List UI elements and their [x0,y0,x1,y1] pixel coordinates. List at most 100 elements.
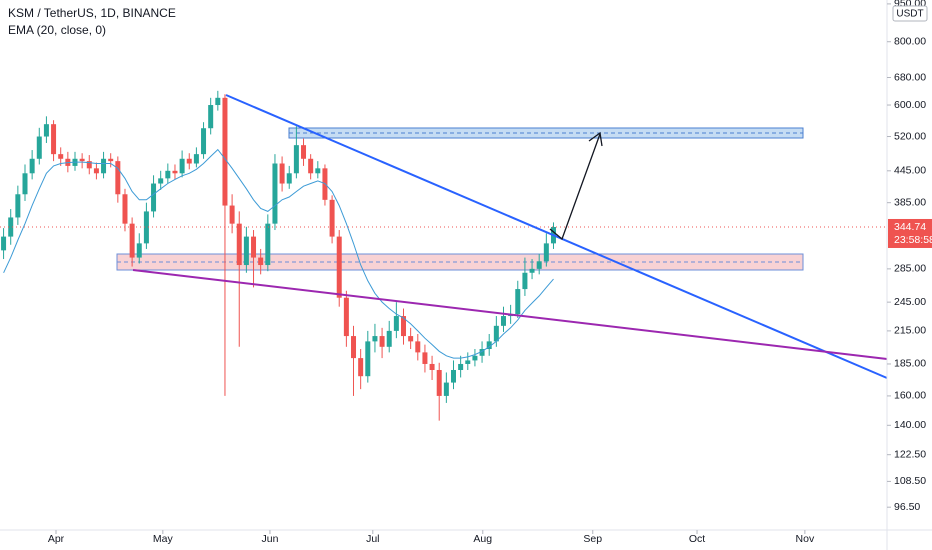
candle-body [386,330,392,347]
candle-body [101,158,107,174]
candle-body [293,145,299,174]
candle-body [158,178,164,184]
candle-body [286,173,292,184]
candle-body [379,336,385,347]
last-price-tag [888,218,932,248]
candle-body [465,360,471,364]
candle-body [43,124,49,137]
y-tick-label: 680.00 [894,71,926,83]
candle-body [258,257,264,266]
candle-body [51,124,57,155]
candle-body [143,211,149,244]
candle-body [215,97,221,106]
candle-body [479,349,485,356]
candle-body [351,336,357,359]
candle-body [315,168,321,174]
indicator-label: EMA (20, close, 0) [8,23,106,37]
candle-body [229,205,235,224]
y-tick-label: 520.00 [894,130,926,142]
candle-body [22,173,28,195]
candle-body [301,145,307,159]
candle-body [372,336,378,342]
candle-body [522,272,528,290]
candle-body [201,128,207,155]
y-tick-label: 122.50 [894,448,926,460]
candle-body [208,105,214,129]
x-tick-label: Jun [261,533,278,545]
candle-body [493,325,499,342]
candle-body [365,341,371,377]
x-tick-label: Jul [366,533,379,545]
candle-body [436,369,442,396]
candle-body [29,158,35,174]
y-tick-label: 96.50 [894,501,920,513]
candle-body [93,168,99,174]
candle-body [308,158,314,174]
candle-body [443,382,449,396]
candle-body [472,355,478,361]
candle-body [236,223,242,266]
candle-body [79,158,85,162]
candle-body [251,236,257,258]
y-tick-label: 600.00 [894,99,926,111]
candle-body [401,316,407,337]
y-tick-label: 285.00 [894,263,926,275]
y-tick-label: 245.00 [894,296,926,308]
candle-body [500,316,506,326]
candle-body [458,363,464,370]
x-tick-label: May [153,533,174,545]
candle-body [536,261,542,269]
y-tick-label: 800.00 [894,36,926,48]
x-tick-label: Sep [583,533,602,545]
candle-body [422,352,428,364]
candle-body [58,154,64,159]
ema-line [3,148,554,359]
candle-body [186,158,192,164]
candle-body [222,97,228,206]
candle-body [429,363,435,370]
candle-body [515,289,521,315]
candle-body [415,341,421,353]
candle-body [136,243,142,258]
trendline [132,269,888,360]
candle-body [1,236,7,251]
y-tick-label: 185.00 [894,358,926,370]
x-tick-label: Aug [473,533,492,545]
candle-body [8,217,14,237]
y-tick-label: 160.00 [894,390,926,402]
unit-label: USDT [896,9,923,20]
candle-body [272,163,278,224]
y-tick-label: 108.50 [894,475,926,487]
candle-body [486,341,492,350]
candle-body [172,170,178,174]
arrow-head [588,131,603,147]
x-tick-label: Apr [48,533,65,545]
x-tick-label: Nov [796,533,815,545]
candle-body [108,158,114,162]
y-tick-label: 215.00 [894,325,926,337]
candle-body [36,136,42,159]
candle-body [329,199,335,237]
countdown-label: 23:58:58 [894,234,932,246]
candle-body [265,223,271,266]
candle-body [336,236,342,298]
candle-body [165,170,171,179]
candle-body [279,163,285,184]
candle-body [393,316,399,331]
candle-body [15,194,21,218]
candle-body [243,236,249,266]
candle-body [86,161,92,169]
candle-body [151,183,157,212]
candle-body [543,243,549,262]
candle-body [115,161,121,195]
last-price-label: 344.74 [894,221,926,233]
projection-arrow [549,133,601,241]
y-tick-label: 140.00 [894,419,926,431]
y-tick-label: 385.00 [894,196,926,208]
y-tick-label: 445.00 [894,165,926,177]
candle-body [529,268,535,273]
unit-box [892,5,928,22]
x-tick-label: Oct [689,533,705,545]
